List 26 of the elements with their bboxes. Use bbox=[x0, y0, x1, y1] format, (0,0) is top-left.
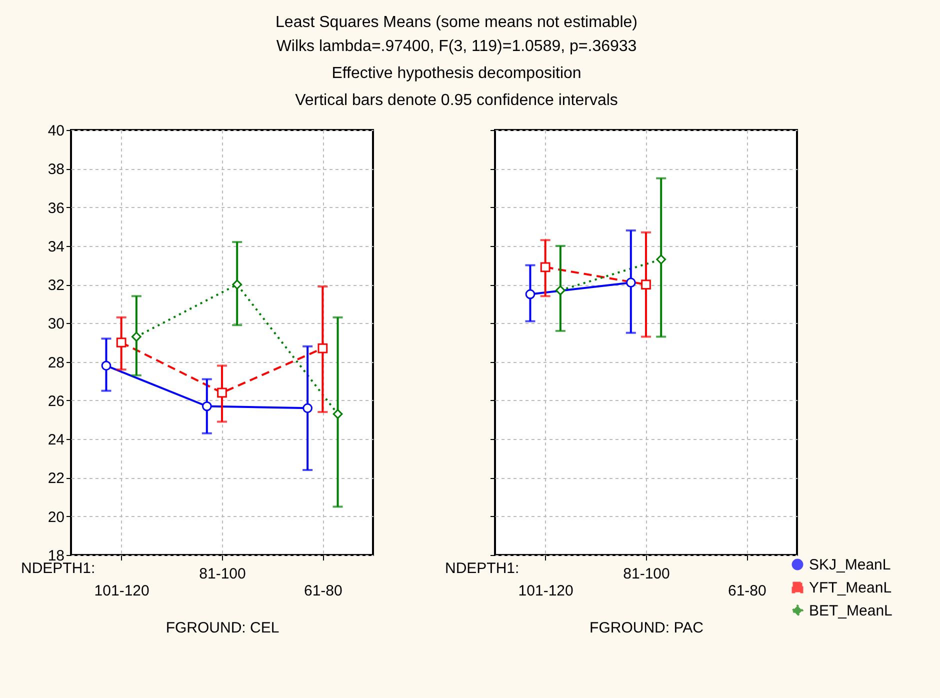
y-tick-label: 30 bbox=[48, 316, 64, 333]
x-tick-label: 81-100 bbox=[199, 566, 246, 582]
x-tick-label: 101-120 bbox=[94, 582, 150, 600]
x-tick-label: 101-120 bbox=[518, 582, 574, 600]
text: Least Squares Means (some means not estimable) bbox=[276, 14, 638, 31]
legend-label: BET_MeanL bbox=[809, 602, 892, 620]
y-tick-label: 34 bbox=[48, 238, 64, 256]
text: NDEPTH1: bbox=[445, 560, 520, 577]
text: Wilks lambda=.97400, F(3, 119)=1.0589, p=.36933 Effective hypothesis decomposition Vertical bars denote 0.95 confidence intervals bbox=[276, 38, 637, 109]
x-axis-title: FGROUND: PAC bbox=[590, 620, 704, 636]
x-tick-label: 81-100 bbox=[623, 566, 670, 582]
y-tick-label: 36 bbox=[48, 200, 64, 217]
y-tick-label: 28 bbox=[48, 354, 64, 372]
y-tick-label: 32 bbox=[48, 277, 64, 294]
y-tick-label: 26 bbox=[48, 392, 64, 410]
y-tick-label: 40 bbox=[48, 122, 64, 140]
y-tick-label: 24 bbox=[48, 432, 64, 449]
y-tick-label: 22 bbox=[48, 470, 64, 488]
x-tick-label: 61-80 bbox=[304, 582, 342, 600]
y-tick-label: 38 bbox=[48, 161, 64, 178]
legend-label: SKJ_MeanL bbox=[809, 556, 891, 574]
text: NDEPTH1: bbox=[21, 560, 96, 577]
x-tick-label: 61-80 bbox=[728, 582, 766, 600]
y-tick-label: 20 bbox=[48, 508, 64, 526]
legend-label: YFT_MeanL bbox=[809, 580, 892, 596]
x-axis-title: FGROUND: CEL bbox=[166, 620, 280, 636]
